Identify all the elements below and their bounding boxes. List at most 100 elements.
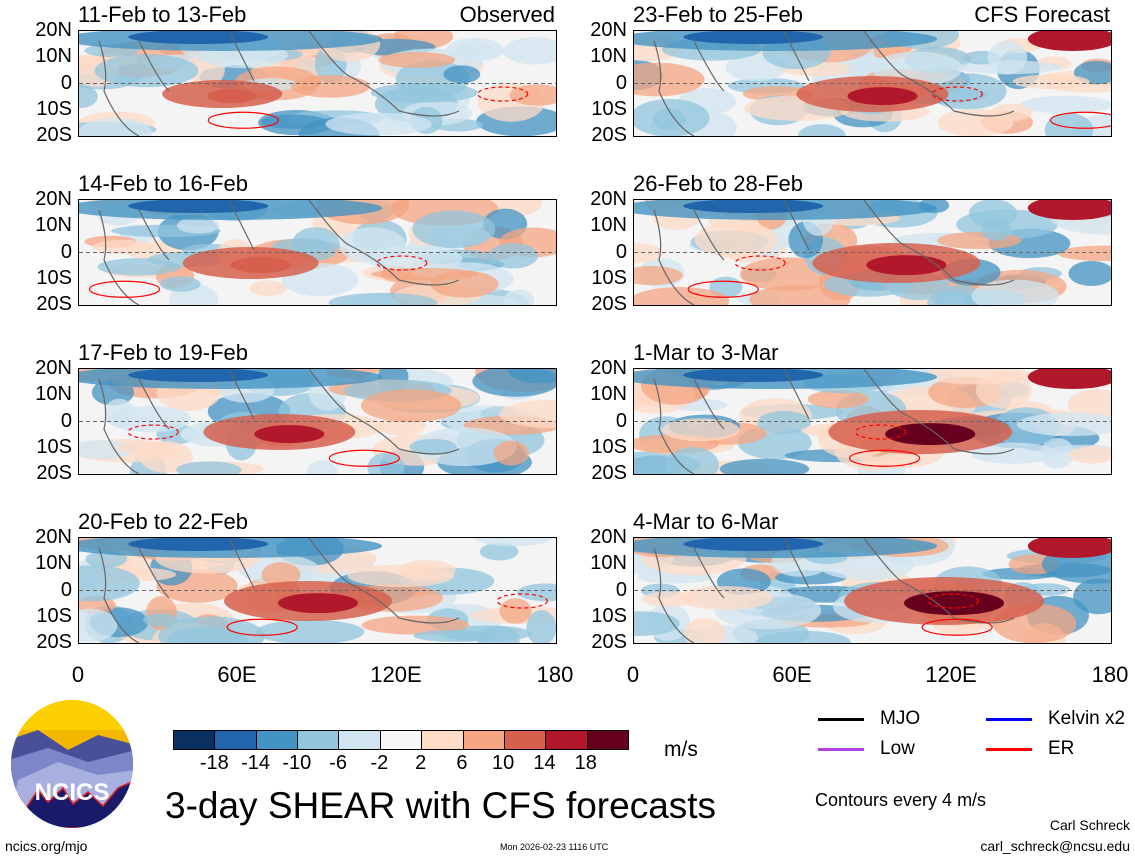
coastline <box>98 200 460 305</box>
shear-map-panel <box>78 368 557 475</box>
colorbar-swatch <box>298 731 340 749</box>
footer-email[interactable]: carl_schreck@ncsu.edu <box>980 838 1130 854</box>
legend-label: Low <box>880 738 915 759</box>
shear-blob <box>1044 113 1094 136</box>
er-contour-positive <box>849 449 921 467</box>
er-contour-negative <box>931 86 983 102</box>
y-tick-label: 10S <box>36 435 72 458</box>
panel-title: 17-Feb to 19-Feb <box>78 340 248 365</box>
colorbar <box>173 730 629 750</box>
shear-blob <box>507 369 556 384</box>
y-tick-label: 20N <box>35 188 72 210</box>
shear-blob <box>360 389 462 423</box>
shear-blob <box>807 390 869 409</box>
y-tick-label: 20N <box>590 188 627 210</box>
shear-blob <box>413 427 517 467</box>
shear-blob <box>1016 412 1111 437</box>
colorbar-label: -14 <box>241 752 270 774</box>
y-tick-label: 10N <box>590 214 627 237</box>
panel-title: 20-Feb to 22-Feb <box>78 509 248 534</box>
y-tick-label: 10N <box>35 383 72 406</box>
shear-blob <box>642 591 695 607</box>
x-tick-label: 120E <box>925 662 977 687</box>
shear-blob <box>176 217 221 234</box>
y-tick-label: 10S <box>591 266 627 289</box>
panel-title: 14-Feb to 16-Feb <box>78 171 248 196</box>
shear-blob <box>79 118 153 136</box>
colorbar-label: -18 <box>199 752 229 774</box>
colorbar-label: -6 <box>329 752 347 774</box>
colorbar-label: 6 <box>456 752 468 774</box>
y-tick-label: 0 <box>615 71 627 94</box>
colorbar-label: 10 <box>492 752 515 774</box>
shear-blob <box>260 114 327 129</box>
shear-blob <box>325 112 432 136</box>
shear-blob <box>488 243 538 269</box>
x-tick-label: 180 <box>536 662 574 687</box>
shear-blob <box>128 369 269 382</box>
shear-blob <box>937 108 1014 136</box>
shear-blob <box>847 87 918 106</box>
shear-blob <box>306 460 338 474</box>
shear-blob <box>230 257 291 274</box>
colorbar-swatch <box>422 731 464 749</box>
y-tick-label: 10N <box>35 214 72 237</box>
y-tick-label: 10S <box>36 266 72 289</box>
colorbar-label: 14 <box>533 752 556 774</box>
shear-blob <box>475 538 553 547</box>
y-tick-label: 20N <box>590 526 627 548</box>
shear-blob <box>79 608 118 643</box>
panel-title: 26-Feb to 28-Feb <box>633 171 803 196</box>
y-tick-label: 20N <box>590 19 627 41</box>
shear-blob <box>1040 437 1075 469</box>
shear-blob <box>412 210 496 249</box>
y-tick-label: 20N <box>35 357 72 379</box>
shear-map-panel <box>633 368 1112 475</box>
shear-blob <box>103 398 135 428</box>
coastline <box>98 538 460 643</box>
shear-map-panel <box>78 199 557 306</box>
shear-blob <box>683 538 824 551</box>
y-tick-label: 0 <box>60 578 72 601</box>
panel-title: 1-Mar to 3-Mar <box>633 340 779 365</box>
figure-title: 3-day SHEAR with CFS forecasts <box>165 785 717 826</box>
er-contour-negative <box>854 424 907 440</box>
colorbar-units: m/s <box>664 738 698 761</box>
panel-tag: Observed <box>459 2 555 27</box>
colorbar-label: 2 <box>415 752 427 774</box>
shear-blob <box>757 630 851 643</box>
shear-map-panel <box>78 30 557 137</box>
colorbar-swatch <box>463 731 505 749</box>
footer-url[interactable]: ncics.org/mjo <box>5 838 88 854</box>
shear-blob <box>1027 538 1111 558</box>
shear-blob <box>499 598 532 624</box>
shear-blob <box>378 52 456 68</box>
shear-blob <box>665 447 719 474</box>
shear-blob <box>158 616 265 643</box>
colorbar-swatch <box>339 731 381 749</box>
shear-blob <box>443 65 481 84</box>
x-tick-label: 120E <box>370 662 422 687</box>
shear-blob <box>526 610 556 643</box>
shear-blob <box>634 265 683 286</box>
legend-label: ER <box>1048 738 1075 759</box>
y-tick-label: 20S <box>36 124 72 146</box>
y-tick-label: 10S <box>591 604 627 627</box>
legend-line <box>986 718 1032 721</box>
panel-title: 4-Mar to 6-Mar <box>633 509 779 534</box>
er-contour-positive <box>226 618 298 636</box>
coastline <box>98 369 460 474</box>
shear-blob <box>361 615 470 635</box>
shear-blob <box>291 74 370 98</box>
y-tick-label: 20S <box>591 293 627 315</box>
shear-blob <box>97 258 180 276</box>
y-tick-label: 20S <box>36 631 72 653</box>
shear-blob <box>207 89 258 104</box>
shear-blob <box>683 31 824 44</box>
shear-blob <box>924 369 1032 385</box>
y-tick-label: 10S <box>36 604 72 627</box>
legend-line <box>818 718 864 721</box>
shear-blob <box>904 591 1005 616</box>
legend-line <box>818 748 864 751</box>
shear-blob <box>1020 95 1111 114</box>
